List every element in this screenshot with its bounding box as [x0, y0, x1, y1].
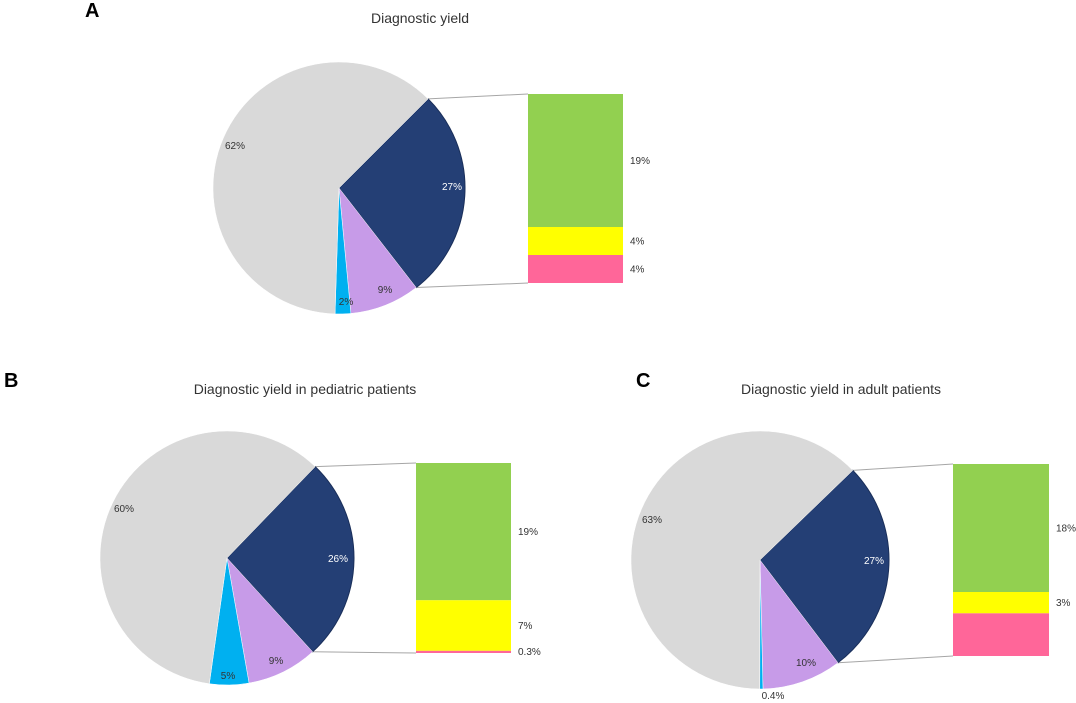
breakdown-label-green-b: 19% — [518, 527, 538, 538]
panel-letter-c: C — [636, 370, 651, 392]
breakdown-label-pink-a: 4% — [630, 265, 645, 276]
breakdown-green-b — [416, 463, 511, 601]
pie-label-diagnosed-a: 27% — [442, 182, 462, 193]
breakdown-label-yellow-b: 7% — [518, 621, 533, 632]
breakdown-yellow-b — [416, 600, 511, 651]
chart-title-b: Diagnostic yield in pediatric patients — [193, 381, 417, 397]
breakdown-pink-b — [416, 650, 511, 653]
breakdown-green-c — [953, 464, 1049, 592]
pie-label-no-diagnosis-c: 63% — [642, 515, 662, 526]
pie-slice-no-diagnosis-b — [99, 430, 316, 685]
connector-bottom-c — [837, 655, 954, 664]
chart-title-a: Diagnostic yield — [370, 10, 470, 26]
pie-label-no-diagnosis-a: 62% — [225, 141, 245, 152]
breakdown-label-green-c: 18% — [1056, 524, 1076, 535]
pie-slice-diagnosed-a — [338, 98, 466, 289]
breakdown-green-a — [528, 94, 623, 227]
pie-label-no-diagnosis-b: 60% — [114, 504, 134, 515]
breakdown-label-green-a: 19% — [630, 156, 650, 167]
pie-label-vus-a: 9% — [378, 285, 393, 296]
connector-bottom-b — [312, 651, 417, 654]
breakdown-yellow-c — [953, 592, 1049, 614]
pie-label-vus-c: 10% — [796, 658, 816, 669]
connector-top-c — [852, 463, 954, 471]
pie-label-other-a: 2% — [339, 297, 354, 308]
panel-letter-b: B — [4, 370, 19, 392]
breakdown-pink-a — [528, 255, 623, 283]
pie-label-diagnosed-b: 26% — [328, 554, 348, 565]
breakdown-pink-c — [953, 613, 1049, 656]
pie-label-diagnosed-c: 27% — [864, 556, 884, 567]
pie-label-other-b: 5% — [221, 671, 236, 682]
chart-title-c: Diagnostic yield in adult patients — [740, 381, 942, 397]
pie-slice-no-diagnosis-a — [212, 61, 429, 315]
connector-top-b — [315, 462, 417, 468]
breakdown-label-pink-b: 0.3% — [518, 647, 541, 658]
panel-letter-a: A — [85, 0, 100, 22]
connector-bottom-a — [416, 282, 529, 289]
pie-slice-no-diagnosis-c — [630, 430, 854, 690]
pie-slice-diagnosed-c — [759, 469, 890, 664]
breakdown-yellow-a — [528, 227, 623, 255]
pie-label-vus-b: 9% — [269, 656, 284, 667]
pie-label-other-c: 0.4% — [762, 691, 785, 702]
breakdown-label-yellow-c: 3% — [1056, 598, 1071, 609]
breakdown-label-yellow-a: 4% — [630, 237, 645, 248]
pie-slice-vus-c — [759, 559, 839, 690]
pie-slice-diagnosed-b — [226, 465, 355, 653]
connector-top-a — [428, 93, 529, 100]
